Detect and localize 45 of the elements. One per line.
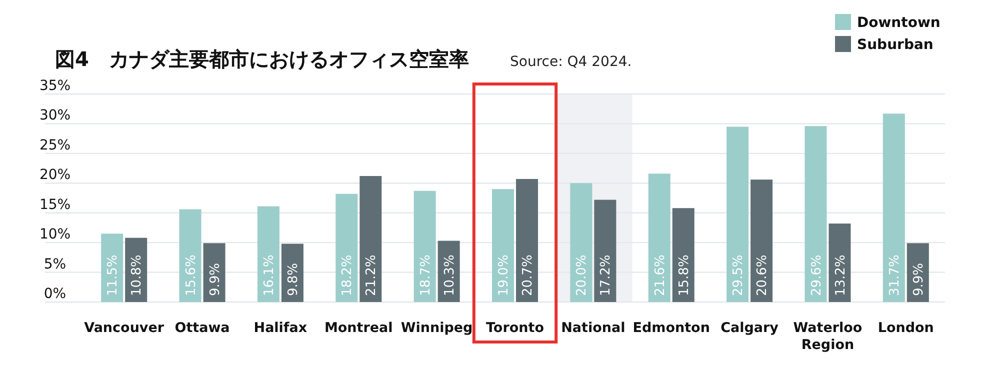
data-label: 16.1% — [262, 254, 278, 296]
data-label: 18.7% — [418, 254, 434, 296]
legend-label: Downtown — [857, 15, 940, 31]
legend-label: Suburban — [857, 37, 934, 53]
data-label: 21.6% — [652, 254, 668, 296]
x-tick-label: Halifax — [254, 320, 308, 336]
chart-title: 図4 カナダ主要都市におけるオフィス空室率 — [55, 47, 469, 71]
x-tick-label: Toronto — [486, 320, 544, 336]
x-tick-label: Waterloo Region — [793, 320, 862, 353]
x-tick-label: London — [878, 320, 934, 336]
y-tick-label: 0% — [44, 286, 66, 302]
data-label: 13.2% — [833, 254, 848, 296]
data-label: 29.5% — [731, 254, 746, 296]
y-tick-label: 20% — [39, 167, 71, 184]
data-label: 15.8% — [676, 254, 692, 296]
data-label: 19.0% — [496, 254, 512, 296]
x-tick-label: Calgary — [720, 320, 779, 336]
x-tick-label: National — [561, 320, 626, 336]
y-tick-label: 30% — [39, 108, 71, 124]
data-label: 21.2% — [364, 254, 380, 296]
y-tick-label: 15% — [39, 196, 71, 213]
x-tick-label: Ottawa — [174, 320, 230, 336]
x-tick-label: Vancouver — [84, 320, 164, 336]
data-label: 9.9% — [208, 262, 223, 296]
data-label: 20.0% — [574, 254, 590, 296]
data-label: 9.8% — [286, 262, 302, 296]
y-tick-label: 25% — [39, 137, 71, 154]
x-tick-label: Montreal — [324, 320, 393, 336]
x-tick-label: Edmonton — [632, 320, 710, 336]
y-tick-label: 35% — [39, 78, 71, 94]
data-label: 9.9% — [911, 262, 926, 296]
data-label: 15.6% — [184, 254, 199, 296]
data-label: 18.2% — [340, 254, 356, 296]
data-label: 31.7% — [887, 254, 902, 296]
data-label: 10.8% — [130, 254, 145, 296]
data-label: 29.6% — [809, 254, 824, 296]
y-tick-label: 5% — [44, 256, 66, 272]
x-tick-label: Winnipeg — [400, 320, 473, 336]
data-label: 11.5% — [106, 254, 121, 296]
data-label: 20.6% — [755, 254, 770, 296]
data-label: 10.3% — [442, 254, 458, 296]
y-tick-label: 10% — [39, 226, 71, 243]
data-label: 17.2% — [598, 254, 614, 296]
data-label: 20.7% — [520, 254, 536, 296]
chart-subtitle: Source: Q4 2024. — [510, 54, 632, 70]
